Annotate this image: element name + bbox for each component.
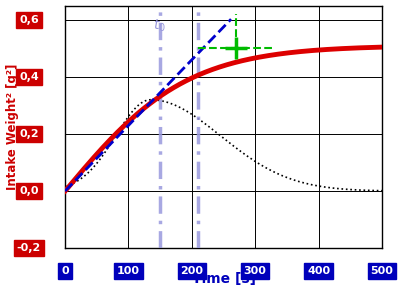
Text: 0,0: 0,0 xyxy=(19,186,39,196)
Y-axis label: Intake Weight² [g²]: Intake Weight² [g²] xyxy=(6,64,19,190)
Text: 0,6: 0,6 xyxy=(19,15,39,25)
Text: 500: 500 xyxy=(371,266,393,276)
Text: $t_0$: $t_0$ xyxy=(152,18,166,34)
Text: 0,4: 0,4 xyxy=(19,72,39,82)
Text: 300: 300 xyxy=(244,266,267,276)
Text: -0,2: -0,2 xyxy=(17,243,41,253)
Text: 0,2: 0,2 xyxy=(19,129,39,139)
Text: 400: 400 xyxy=(307,266,330,276)
Text: 200: 200 xyxy=(180,266,203,276)
Text: 100: 100 xyxy=(117,266,140,276)
Text: 0: 0 xyxy=(61,266,69,276)
X-axis label: Time [s]: Time [s] xyxy=(192,272,255,286)
